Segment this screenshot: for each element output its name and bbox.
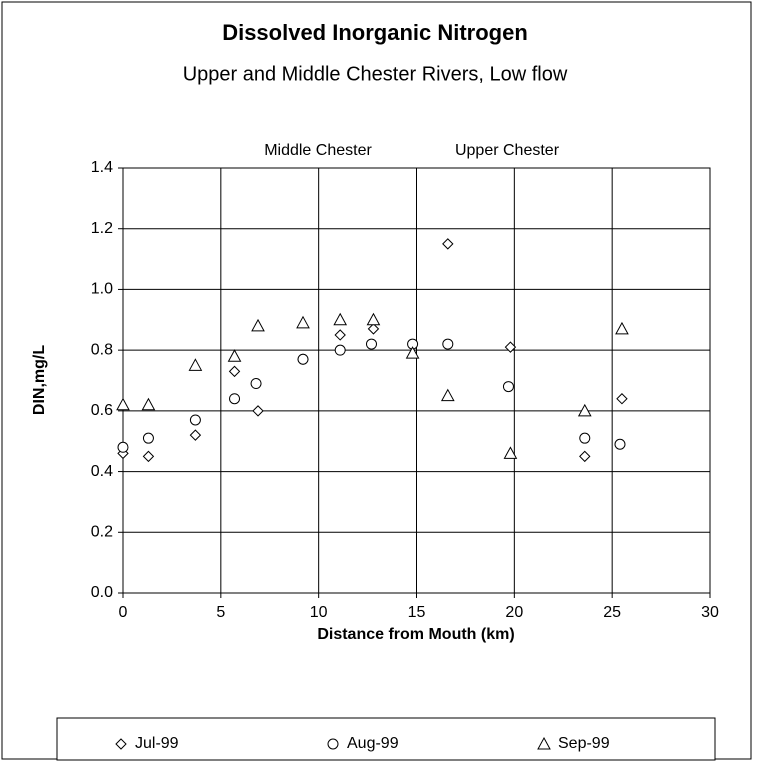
- legend-marker: [537, 736, 551, 750]
- data-point: [503, 446, 518, 459]
- legend-label: Sep-99: [558, 735, 610, 752]
- y-tick-label: 1.4: [91, 159, 113, 176]
- legend-box: [56, 717, 716, 761]
- data-point: [251, 318, 265, 332]
- y-tick-label: 0.6: [91, 402, 113, 419]
- plot-area: [122, 167, 711, 594]
- data-point: [229, 393, 241, 405]
- data-point: [296, 315, 310, 329]
- data-point: [334, 344, 346, 356]
- annotation: Middle Chester: [264, 142, 372, 159]
- data-point: [116, 397, 130, 411]
- legend-marker: [327, 738, 339, 750]
- data-point: [614, 438, 626, 450]
- data-point: [189, 429, 202, 441]
- data-point: [297, 353, 309, 365]
- data-point: [228, 365, 241, 378]
- x-tick-label: 5: [216, 604, 225, 621]
- data-point: [227, 349, 242, 362]
- data-point: [142, 450, 155, 463]
- chart-subtitle: Upper and Middle Chester Rivers, Low flo…: [183, 63, 568, 85]
- data-point: [117, 441, 129, 453]
- y-tick-label: 0.8: [91, 341, 113, 358]
- x-tick-label: 25: [603, 604, 621, 621]
- data-point: [188, 358, 203, 371]
- y-tick-label: 1.2: [91, 220, 113, 237]
- data-point: [334, 329, 346, 341]
- y-tick-label: 1.0: [91, 281, 113, 298]
- legend-label: Jul-99: [135, 735, 179, 752]
- data-point: [142, 432, 154, 444]
- y-tick-label: 0.0: [91, 584, 113, 601]
- data-point: [504, 341, 517, 353]
- data-point: [579, 432, 591, 444]
- chart-title: Dissolved Inorganic Nitrogen: [222, 20, 528, 45]
- data-point: [141, 397, 156, 411]
- y-axis-label: DIN,mg/L: [31, 345, 48, 415]
- x-tick-label: 15: [408, 604, 426, 621]
- data-point: [405, 346, 420, 359]
- data-point: [440, 388, 455, 402]
- x-tick-label: 10: [310, 604, 328, 621]
- y-tick-label: 0.4: [91, 463, 113, 480]
- data-point: [250, 378, 262, 390]
- x-tick-label: 0: [119, 604, 128, 621]
- data-point: [365, 338, 377, 350]
- chart-border: [1, 1, 752, 760]
- data-point: [442, 238, 454, 250]
- data-point: [616, 393, 628, 405]
- x-tick-label: 20: [505, 604, 523, 621]
- legend-marker: [115, 738, 127, 750]
- data-point: [442, 338, 454, 350]
- data-point: [366, 312, 381, 326]
- x-axis-label: Distance from Mouth (km): [317, 626, 514, 643]
- data-point: [367, 323, 380, 335]
- data-point: [579, 450, 591, 463]
- data-point: [502, 381, 514, 393]
- data-point: [333, 312, 348, 326]
- y-tick-label: 0.2: [91, 524, 113, 541]
- data-point: [252, 405, 264, 417]
- data-point: [615, 321, 629, 335]
- annotation: Upper Chester: [455, 142, 560, 159]
- data-point: [189, 414, 201, 426]
- x-tick-label: 30: [701, 604, 719, 621]
- data-point: [577, 403, 592, 417]
- legend-label: Aug-99: [347, 735, 399, 752]
